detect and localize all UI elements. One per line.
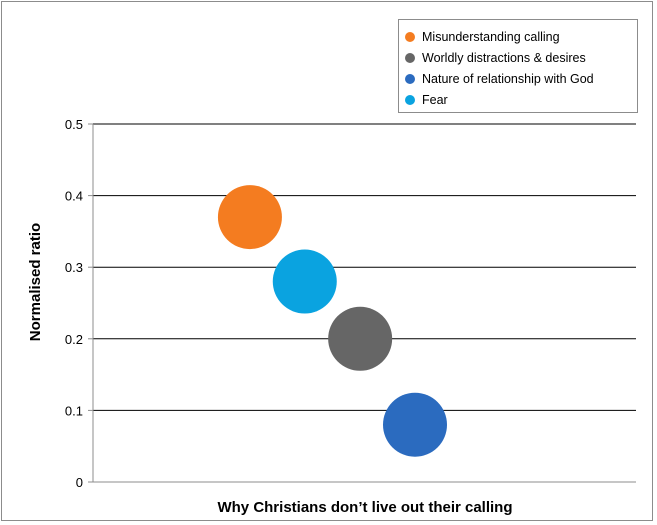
legend-item: Nature of relationship with God [405, 68, 637, 89]
data-point [217, 185, 282, 250]
data-point [382, 392, 447, 457]
legend: Misunderstanding calling Worldly distrac… [398, 19, 638, 113]
y-tick-label: 0.5 [65, 117, 83, 132]
y-tick-label: 0.3 [65, 260, 83, 275]
legend-swatch [405, 73, 415, 84]
data-point [272, 249, 337, 314]
axes [88, 123, 636, 483]
legend-item: Worldly distractions & desires [405, 47, 637, 68]
legend-item: Misunderstanding calling [405, 26, 637, 47]
legend-label: Nature of relationship with God [422, 71, 594, 86]
legend-label: Misunderstanding calling [422, 29, 560, 44]
legend-item: Fear [405, 89, 637, 110]
data-point [328, 306, 393, 371]
legend-swatch [405, 52, 415, 63]
data-points [217, 185, 447, 457]
y-tick-label: 0.4 [65, 189, 83, 204]
y-tick-labels: 0 0.1 0.2 0.3 0.4 0.5 [65, 117, 83, 490]
legend-swatch [405, 94, 415, 105]
y-axis-title: Normalised ratio [27, 223, 44, 341]
y-tick-label: 0 [76, 475, 83, 490]
legend-swatch [405, 31, 415, 42]
y-tick-label: 0.1 [65, 403, 83, 418]
legend-label: Worldly distractions & desires [422, 50, 586, 65]
y-tick-label: 0.2 [65, 332, 83, 347]
x-axis-title: Why Christians don’t live out their call… [217, 499, 512, 516]
legend-label: Fear [422, 92, 448, 107]
